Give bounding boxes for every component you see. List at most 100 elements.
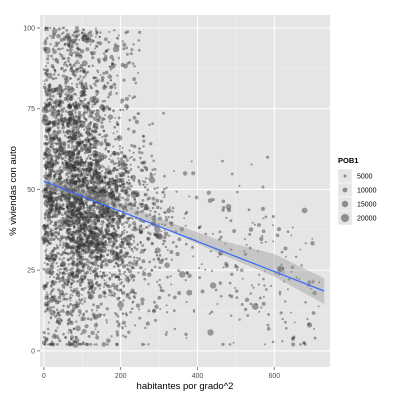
data-point (116, 226, 120, 230)
data-point (57, 277, 61, 280)
data-point (109, 85, 114, 90)
data-point (86, 212, 92, 217)
data-point (111, 202, 116, 207)
data-point (119, 282, 122, 285)
data-point (251, 221, 254, 224)
data-point (59, 300, 62, 303)
data-point (46, 184, 50, 188)
data-point (70, 146, 73, 150)
data-point (153, 167, 157, 171)
data-point (52, 247, 56, 250)
data-point (64, 248, 67, 251)
data-point (62, 304, 65, 308)
data-point (66, 198, 69, 201)
data-point (62, 286, 66, 290)
data-point (75, 162, 79, 165)
data-point (44, 39, 47, 43)
data-point (57, 337, 60, 340)
data-point (76, 250, 79, 254)
data-point (47, 232, 51, 237)
data-point (130, 288, 135, 293)
data-point (94, 169, 98, 173)
data-point (104, 181, 107, 184)
data-point (146, 237, 150, 240)
data-point (55, 155, 60, 161)
legend-label: 10000 (357, 188, 377, 195)
data-point (85, 182, 90, 186)
data-point (118, 161, 123, 166)
data-point (95, 150, 98, 154)
data-point (89, 142, 92, 146)
data-point (45, 282, 49, 285)
data-point (50, 173, 53, 176)
data-point (126, 190, 129, 193)
data-point (60, 198, 63, 201)
data-point (86, 206, 91, 212)
data-point (113, 291, 115, 294)
data-point (102, 255, 106, 258)
data-point (122, 42, 127, 47)
data-point (107, 195, 111, 199)
data-point (70, 202, 76, 208)
data-point (45, 99, 48, 102)
data-point (200, 263, 203, 266)
data-point (137, 271, 140, 274)
data-point (55, 150, 59, 153)
data-point (70, 267, 74, 271)
data-point (42, 237, 46, 240)
data-point (104, 230, 107, 233)
data-point (81, 278, 84, 281)
data-point (94, 170, 97, 173)
data-point (192, 309, 196, 312)
data-point (72, 207, 77, 212)
data-point (163, 193, 166, 196)
data-point (185, 271, 189, 275)
data-point (70, 278, 74, 282)
data-point (221, 199, 226, 204)
data-point (60, 224, 63, 228)
data-point (118, 243, 122, 247)
data-point (115, 284, 119, 288)
data-point (106, 218, 109, 222)
data-point (65, 130, 68, 134)
data-point (61, 228, 64, 231)
data-point (126, 241, 130, 246)
data-point (76, 180, 79, 183)
data-point (65, 204, 69, 207)
data-point (86, 173, 90, 177)
data-point (72, 230, 75, 233)
data-point (77, 103, 81, 107)
data-point (119, 157, 124, 161)
data-point (128, 255, 131, 258)
data-point (43, 153, 46, 157)
data-point (59, 166, 62, 168)
data-point (71, 238, 75, 241)
data-point (238, 184, 241, 187)
data-point (66, 124, 69, 128)
data-point (54, 76, 58, 80)
data-point (79, 140, 82, 143)
data-point (64, 336, 67, 338)
data-point (118, 288, 123, 292)
data-point (75, 30, 79, 34)
data-point (100, 121, 104, 125)
data-point (119, 167, 122, 170)
data-point (54, 187, 59, 193)
data-point (75, 209, 78, 212)
data-point (96, 216, 99, 219)
data-point (120, 98, 125, 103)
data-point (71, 289, 75, 294)
data-point (86, 238, 89, 242)
data-point (84, 215, 88, 218)
data-point (62, 120, 65, 123)
data-point (65, 153, 69, 157)
data-point (106, 180, 113, 186)
data-point (52, 148, 59, 154)
data-point (104, 275, 107, 278)
data-point (68, 103, 72, 107)
data-point (81, 140, 85, 144)
data-point (94, 227, 97, 230)
data-point (47, 127, 51, 132)
data-point (159, 286, 163, 289)
data-point (82, 185, 85, 188)
